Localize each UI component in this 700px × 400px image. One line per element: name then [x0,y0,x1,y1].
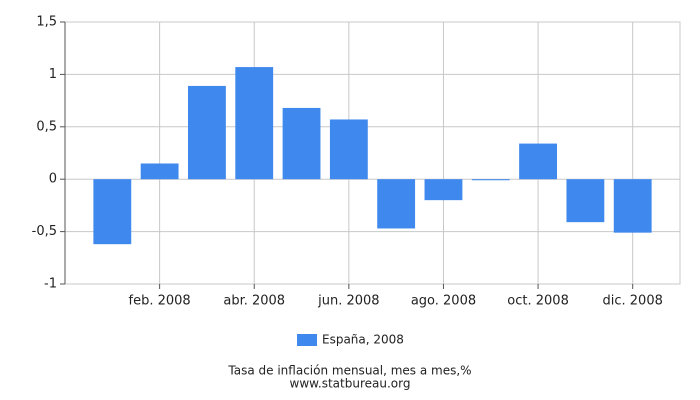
bar [424,179,463,201]
legend-swatch [297,334,317,346]
bar [613,179,652,233]
bar [377,179,416,229]
bar [519,143,557,180]
bar [140,163,179,180]
bar [235,67,274,180]
chart-title: Tasa de inflación mensual, mes a mes,% [227,364,471,378]
x-tick-label: ago. 2008 [411,294,476,309]
x-tick-label: abr. 2008 [223,294,285,309]
x-tick-label: feb. 2008 [129,294,191,309]
bar [329,119,368,180]
bar [471,179,510,181]
bar [188,85,226,180]
legend-label: España, 2008 [322,333,404,347]
x-tick-label: jun. 2008 [317,294,379,309]
x-tick-label: oct. 2008 [507,294,569,309]
bar [282,107,321,180]
y-tick-label: 0,5 [36,119,57,134]
bar [566,179,605,223]
source: www.statbureau.org [290,377,411,391]
y-tick-label: -1 [44,277,57,292]
y-tick-label: 1,5 [36,15,57,30]
x-tick-label: dic. 2008 [603,294,663,309]
y-tick-label: -0,5 [32,224,57,239]
bar [93,179,132,245]
y-tick-label: 1 [49,67,57,82]
y-tick-label: 0 [49,172,57,187]
